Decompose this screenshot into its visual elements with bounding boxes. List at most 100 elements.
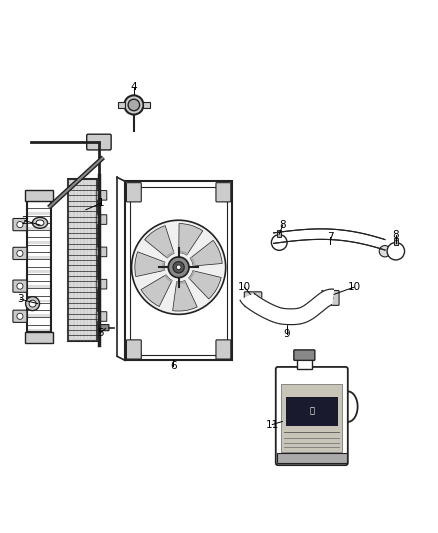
FancyBboxPatch shape [216, 340, 231, 359]
Text: 5: 5 [97, 328, 103, 338]
Bar [27, 296, 51, 303]
Bar [143, 102, 150, 108]
Bar [27, 252, 51, 259]
Text: 6: 6 [170, 361, 177, 371]
FancyBboxPatch shape [25, 332, 53, 343]
Bar [286, 398, 338, 426]
Wedge shape [179, 251, 188, 255]
Bar [27, 288, 51, 296]
Bar [28, 227, 50, 230]
Text: 7: 7 [327, 232, 334, 242]
FancyBboxPatch shape [96, 190, 107, 200]
Wedge shape [179, 223, 203, 255]
Wedge shape [173, 280, 197, 311]
Circle shape [387, 243, 405, 260]
FancyBboxPatch shape [127, 340, 141, 359]
Wedge shape [162, 261, 165, 271]
Bar [27, 318, 51, 325]
Bar [27, 223, 51, 230]
Circle shape [176, 265, 181, 270]
Polygon shape [240, 289, 333, 325]
Text: 11: 11 [265, 419, 279, 430]
Bar [68, 179, 97, 341]
Bar [27, 303, 51, 310]
Bar [277, 454, 347, 463]
Bar [28, 256, 50, 259]
FancyBboxPatch shape [216, 183, 231, 202]
Circle shape [17, 222, 23, 228]
Circle shape [17, 251, 23, 256]
Wedge shape [166, 252, 174, 258]
Circle shape [251, 297, 256, 302]
Circle shape [168, 257, 189, 278]
Bar [125, 181, 232, 360]
Ellipse shape [32, 217, 48, 228]
Bar [28, 212, 50, 215]
Wedge shape [190, 240, 222, 266]
Ellipse shape [36, 220, 44, 225]
FancyBboxPatch shape [294, 350, 315, 360]
Bar [68, 179, 97, 341]
FancyBboxPatch shape [244, 292, 262, 306]
FancyBboxPatch shape [96, 279, 107, 289]
Bar [27, 201, 51, 332]
FancyBboxPatch shape [13, 219, 27, 231]
FancyBboxPatch shape [96, 215, 107, 224]
Text: 10: 10 [238, 282, 251, 292]
Circle shape [124, 95, 144, 115]
Bar [27, 201, 51, 208]
Bar [118, 102, 125, 108]
Text: 9: 9 [283, 329, 290, 339]
Wedge shape [189, 271, 221, 299]
Circle shape [131, 220, 226, 314]
FancyBboxPatch shape [13, 247, 27, 260]
Circle shape [379, 246, 391, 257]
Bar [27, 281, 51, 288]
Bar [27, 274, 51, 281]
Bar [27, 237, 51, 245]
Text: 2: 2 [21, 216, 28, 225]
Wedge shape [189, 271, 195, 279]
Wedge shape [141, 274, 172, 306]
FancyBboxPatch shape [87, 134, 111, 150]
Wedge shape [177, 280, 186, 284]
Circle shape [328, 295, 333, 301]
FancyBboxPatch shape [25, 190, 53, 201]
Bar [277, 230, 282, 237]
Bar [27, 259, 51, 266]
Bar [27, 215, 51, 223]
FancyBboxPatch shape [13, 280, 27, 292]
FancyBboxPatch shape [321, 290, 339, 305]
Circle shape [173, 262, 184, 273]
Bar [297, 359, 312, 369]
FancyBboxPatch shape [127, 183, 141, 202]
Text: 8: 8 [392, 230, 399, 240]
Bar [27, 230, 51, 237]
Bar [27, 310, 51, 318]
Text: 3: 3 [17, 294, 24, 304]
Bar [28, 270, 50, 273]
Circle shape [17, 283, 23, 289]
Bar [131, 187, 227, 355]
Bar [27, 325, 51, 332]
Circle shape [272, 235, 287, 251]
Bar [28, 241, 50, 244]
Circle shape [17, 313, 23, 319]
Text: 1: 1 [98, 198, 104, 208]
Bar [27, 208, 51, 215]
Wedge shape [164, 274, 172, 282]
Bar [28, 329, 50, 332]
Text: 8: 8 [279, 220, 286, 230]
Circle shape [29, 300, 36, 307]
Bar [28, 300, 50, 302]
Bar [394, 238, 398, 245]
FancyBboxPatch shape [96, 312, 107, 321]
Wedge shape [135, 252, 165, 277]
Wedge shape [145, 225, 174, 258]
Circle shape [268, 232, 279, 244]
FancyBboxPatch shape [96, 247, 107, 257]
Circle shape [128, 99, 140, 111]
Wedge shape [190, 257, 195, 266]
Bar [27, 266, 51, 274]
FancyBboxPatch shape [13, 310, 27, 322]
